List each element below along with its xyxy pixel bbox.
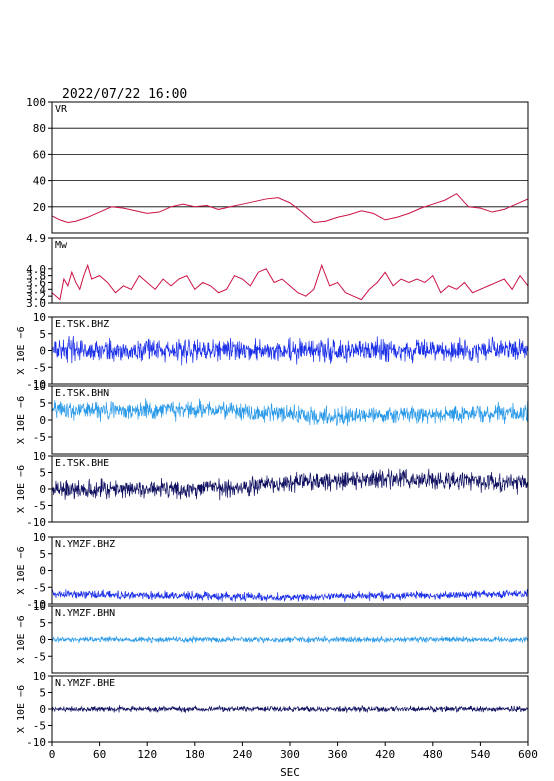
panel-frame: [51, 237, 529, 304]
n-ymzf-bhz-trace: [52, 588, 528, 603]
y-tick-label: 5: [39, 397, 46, 410]
y-tick-label: -10: [26, 378, 46, 391]
x-tick-label: 480: [423, 748, 443, 761]
y-tick-label: 3.8: [26, 270, 46, 283]
x-tick-label: 240: [232, 748, 252, 761]
panel-n-ymzf-bhz: -10 -5 0 5 10 N.YMZF.BHZ X 10E −6: [16, 531, 529, 611]
y-tick-label: 5: [39, 687, 46, 700]
y-tick-label: 3.0: [26, 297, 46, 310]
y-tick-label: -5: [33, 720, 46, 733]
y-tick-label: 0: [39, 703, 46, 716]
y-tick-label: 100: [26, 96, 46, 109]
panel-label: E.TSK.BHZ: [55, 319, 109, 330]
panel-label: N.YMZF.BHE: [55, 678, 115, 689]
y-axis-label: X 10E −6: [16, 685, 27, 733]
y-axis-label: X 10E −6: [16, 615, 27, 663]
e-tsk-bhn-trace: [52, 398, 528, 426]
n-ymzf-bhe-trace: [52, 704, 528, 714]
y-axis-label: X 10E −6: [16, 465, 27, 513]
y-tick-label: -5: [33, 361, 46, 374]
n-ymzf-bhn-trace: [52, 635, 528, 644]
y-axis-label: X 10E −6: [16, 396, 27, 444]
panel-label: N.YMZF.BHN: [55, 608, 115, 619]
x-axis: 0 60 120 180 240 300 360 420 480 540 600: [49, 742, 538, 761]
y-tick-label: -5: [33, 431, 46, 444]
y-tick-label: 4.9: [26, 232, 46, 245]
panel-label: VR: [55, 104, 68, 115]
panel-label: Mw: [55, 240, 68, 251]
y-tick-label: -5: [33, 581, 46, 594]
x-tick-label: 600: [518, 748, 538, 761]
y-tick-label: 5: [39, 328, 46, 341]
panels-group: 20406080100VR3.03.23.43.63.84.04.9Mw-10-…: [16, 96, 529, 749]
y-tick-label: 3.4: [26, 283, 46, 296]
x-tick-label: 180: [185, 748, 205, 761]
y-tick-label: 40: [33, 175, 46, 188]
panel-e-tsk-bhz: -10 -5 0 5 10 E.TSK.BHZ X 10E −6: [16, 311, 529, 391]
y-tick-label: -10: [26, 516, 46, 529]
y-tick-label: -10: [26, 598, 46, 611]
y-tick-label: 0: [39, 634, 46, 647]
y-tick-label: 0: [39, 414, 46, 427]
panel-e-tsk-bhn: -5 0 5 10 E.TSK.BHN X 10E −6: [16, 380, 529, 455]
y-tick-label: -5: [33, 500, 46, 513]
y-tick-label: -5: [33, 650, 46, 663]
y-tick-label: 10: [33, 311, 46, 324]
panel-frame: [51, 385, 529, 455]
y-tick-label: 5: [39, 467, 46, 480]
y-tick-label: 60: [33, 148, 46, 161]
e-tsk-bhz-trace: [52, 335, 528, 366]
panel-frame: [51, 101, 529, 234]
vr-series-line: [52, 193, 528, 224]
y-tick-label: 4.0: [26, 263, 46, 276]
y-axis-label: X 10E −6: [16, 326, 27, 374]
y-tick-label: 10: [33, 670, 46, 683]
x-tick-label: 300: [280, 748, 300, 761]
y-tick-label: 0: [39, 565, 46, 578]
e-tsk-bhe-trace: [52, 468, 528, 501]
y-tick-label: 0: [39, 483, 46, 496]
x-tick-label: 420: [375, 748, 395, 761]
y-tick-label: 3.6: [26, 276, 46, 289]
x-tick-label: 0: [49, 748, 56, 761]
x-axis-label: SEC: [280, 766, 300, 779]
y-tick-label: 10: [33, 531, 46, 544]
x-tick-label: 120: [137, 748, 157, 761]
x-tick-label: 360: [328, 748, 348, 761]
y-tick-label: 10: [33, 380, 46, 393]
y-tick-label: 5: [39, 617, 46, 630]
x-tick-label: 60: [93, 748, 106, 761]
y-tick-label: 5: [39, 548, 46, 561]
panel-label: N.YMZF.BHZ: [55, 539, 115, 550]
mw-series-line: [52, 263, 528, 301]
panel-label: E.TSK.BHN: [55, 388, 109, 399]
panel-n-ymzf-bhn: -5 0 5 10 N.YMZF.BHN X 10E −6: [16, 600, 529, 674]
x-tick-label: 540: [470, 748, 490, 761]
panel-n-ymzf-bhe: -5 0 5 10 -10 N.YMZF.BHE X 10E −6: [16, 670, 529, 749]
y-axis-label: X 10E −6: [16, 546, 27, 594]
y-tick-label: 0: [39, 345, 46, 358]
y-tick-label: -10: [26, 736, 46, 749]
y-tick-label: 10: [33, 600, 46, 613]
panel-e-tsk-bhe: -5 0 5 10 -10 E.TSK.BHE X 10E −6: [16, 450, 529, 529]
chart-title: 2022/07/22 16:00: [62, 87, 187, 102]
panel-label: E.TSK.BHE: [55, 458, 109, 469]
panel-vr: 20 40 60 80 100 VR: [26, 96, 529, 234]
y-tick-label: 80: [33, 122, 46, 135]
panel-mw: 3.03.23.43.63.84.0 4.9 Mw: [26, 232, 529, 310]
y-tick-label: 3.2: [26, 290, 46, 303]
y-tick-label: 10: [33, 450, 46, 463]
y-tick-label: 20: [33, 201, 46, 214]
